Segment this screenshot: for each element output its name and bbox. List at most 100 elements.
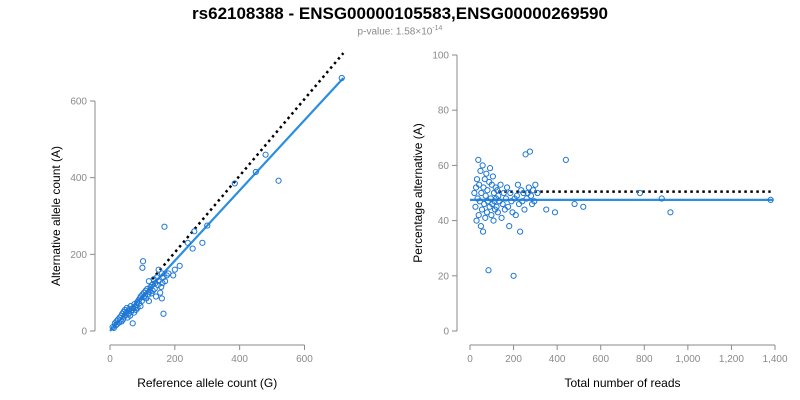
data-point — [512, 211, 519, 219]
data-point — [498, 214, 505, 221]
data-point — [191, 228, 198, 235]
data-point — [483, 170, 490, 177]
data-point — [482, 214, 489, 221]
data-point — [500, 189, 507, 197]
data-point — [275, 177, 282, 184]
data-point — [532, 181, 539, 188]
data-point — [199, 239, 206, 246]
data-point — [158, 283, 165, 291]
expected-line — [151, 52, 345, 281]
data-point — [506, 223, 513, 230]
data-point — [139, 264, 146, 271]
data-point — [658, 195, 665, 202]
data-point — [478, 206, 486, 213]
data-point — [262, 151, 269, 158]
data-point — [507, 189, 514, 197]
data-point — [520, 189, 527, 197]
data-point — [476, 181, 483, 188]
y-tick-label: 600 — [70, 97, 87, 108]
data-point — [667, 209, 674, 216]
data-point — [484, 187, 491, 194]
x-tick-label: 1,200 — [719, 354, 744, 365]
data-point — [521, 206, 528, 213]
data-point — [126, 312, 134, 319]
data-point — [502, 195, 510, 202]
data-point — [497, 181, 504, 188]
data-point — [158, 295, 165, 302]
y-tick-label: 0 — [81, 327, 87, 338]
data-point — [145, 298, 152, 305]
data-point — [189, 245, 196, 252]
data-point — [252, 168, 259, 176]
y-tick-label: 60 — [438, 161, 450, 172]
data-point — [486, 165, 494, 172]
left-scatter-panel: 0 200 400 600 0 200 400 600 Reference allele cou… — [49, 52, 345, 390]
data-point — [562, 156, 569, 163]
data-point — [494, 187, 501, 194]
p-value-subtitle: p-value: 1.58×10-14 — [0, 25, 800, 37]
data-point — [475, 211, 482, 219]
data-point — [479, 228, 487, 235]
x-tick-label: 400 — [549, 354, 566, 365]
data-point — [525, 184, 532, 191]
data-point — [636, 189, 644, 197]
data-point — [767, 196, 774, 203]
p-value-exponent: -14 — [432, 25, 443, 32]
data-point — [151, 285, 158, 292]
data-point — [338, 74, 345, 82]
data-point — [505, 203, 512, 210]
data-point — [485, 267, 492, 274]
data-point — [482, 192, 489, 199]
data-point — [481, 176, 488, 183]
y-tick-label: 80 — [438, 106, 450, 117]
data-point — [471, 189, 478, 197]
data-point — [170, 272, 177, 279]
data-point — [152, 293, 160, 300]
data-point — [137, 302, 144, 310]
data-point — [527, 192, 535, 199]
y-tick-label: 0 — [443, 327, 449, 338]
data-point — [157, 289, 164, 296]
x-tick-label: 0 — [467, 354, 473, 365]
data-point — [517, 228, 524, 235]
data-point — [543, 206, 550, 213]
y-tick-label: 100 — [432, 51, 449, 62]
data-point — [149, 287, 156, 294]
data-point — [495, 192, 502, 199]
p-value-text: p-value: 1.58×10 — [357, 26, 433, 38]
data-point — [162, 278, 169, 285]
x-tick-label: 1,000 — [675, 354, 700, 365]
chart-title: rs62108388 - ENSG00000105583,ENSG0000026… — [192, 4, 608, 23]
x-tick-label: 600 — [296, 354, 313, 365]
y-tick-label: 400 — [70, 173, 87, 184]
data-point — [531, 198, 538, 205]
data-point — [477, 167, 484, 175]
x-tick-label: 400 — [231, 354, 248, 365]
data-point — [571, 200, 578, 208]
data-point — [514, 181, 522, 188]
data-point — [171, 266, 178, 273]
data-point — [472, 203, 479, 210]
data-point — [519, 198, 526, 205]
data-point — [526, 148, 534, 155]
data-point — [139, 258, 147, 265]
data-point — [477, 223, 484, 230]
y-tick-label: 20 — [438, 271, 450, 282]
data-point — [160, 310, 167, 317]
data-point — [489, 173, 496, 180]
data-point — [184, 239, 191, 246]
data-point — [490, 217, 497, 224]
data-point — [513, 192, 520, 199]
x-tick-label: 1,400 — [762, 354, 787, 365]
data-point — [523, 195, 530, 202]
data-point — [129, 320, 136, 327]
y-axis-label: Percentage alternative (A) — [411, 123, 425, 262]
data-point — [510, 272, 517, 279]
data-point — [488, 211, 495, 219]
data-point — [580, 203, 587, 210]
data-point — [163, 272, 170, 279]
data-point — [204, 222, 211, 229]
data-point — [478, 189, 485, 197]
data-point — [479, 162, 486, 169]
